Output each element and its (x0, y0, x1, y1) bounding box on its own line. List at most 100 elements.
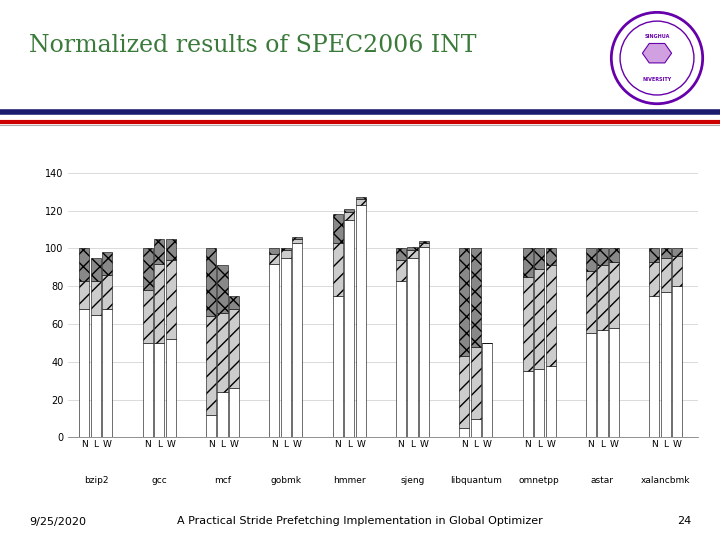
Bar (91, 314, 101, 437)
Bar (269, 248, 279, 254)
Bar (534, 269, 544, 369)
Bar (396, 260, 406, 280)
Text: A Practical Stride Prefetching Implementation in Global Optimizer: A Practical Stride Prefetching Implement… (177, 516, 543, 526)
Bar (598, 329, 608, 437)
Bar (292, 239, 302, 243)
Bar (672, 248, 683, 256)
Bar (143, 290, 153, 343)
Bar (534, 369, 544, 437)
Bar (649, 248, 660, 261)
Bar (408, 258, 418, 437)
Text: mcf: mcf (214, 476, 231, 485)
Polygon shape (642, 43, 672, 63)
Bar (661, 258, 671, 292)
Bar (91, 281, 101, 314)
Bar (344, 209, 354, 212)
Bar (154, 239, 164, 264)
Bar (206, 415, 216, 437)
Bar (419, 246, 429, 437)
Bar (471, 248, 481, 347)
Text: astar: astar (591, 476, 614, 485)
Bar (459, 248, 469, 356)
Text: NIVERSITY: NIVERSITY (642, 77, 672, 82)
Bar (396, 280, 406, 437)
Bar (229, 309, 239, 388)
Text: bzip2: bzip2 (84, 476, 108, 485)
Bar (534, 248, 544, 269)
Bar (661, 248, 671, 258)
Bar (459, 356, 469, 428)
Bar (586, 333, 596, 437)
Text: xalancbmk: xalancbmk (641, 476, 690, 485)
Bar (217, 313, 228, 392)
Bar (649, 261, 660, 296)
Bar (91, 258, 101, 280)
Bar (344, 220, 354, 437)
Bar (523, 276, 533, 372)
Bar (672, 286, 683, 437)
Text: libquantum: libquantum (450, 476, 502, 485)
Bar (166, 260, 176, 339)
Bar (523, 248, 533, 276)
Text: 24: 24 (677, 516, 691, 526)
Bar (419, 241, 429, 243)
Bar (79, 248, 89, 280)
Bar (546, 265, 556, 366)
Bar (408, 246, 418, 250)
Bar (598, 266, 608, 329)
Bar (649, 296, 660, 437)
Bar (333, 243, 343, 296)
Bar (482, 343, 492, 437)
Bar (206, 248, 216, 316)
Text: Normalized results of SPEC2006 INT: Normalized results of SPEC2006 INT (29, 33, 477, 57)
Bar (523, 372, 533, 437)
Bar (609, 261, 619, 328)
Bar (154, 343, 164, 437)
Bar (229, 388, 239, 437)
Text: sjeng: sjeng (400, 476, 425, 485)
Bar (269, 264, 279, 437)
Bar (292, 237, 302, 239)
Bar (471, 418, 481, 437)
Text: SINGHUA: SINGHUA (644, 34, 670, 39)
Bar (166, 339, 176, 437)
Bar (79, 280, 89, 309)
Bar (419, 243, 429, 246)
Bar (292, 243, 302, 437)
Bar (609, 248, 619, 261)
Bar (408, 251, 418, 258)
Bar (102, 275, 112, 309)
Bar (79, 309, 89, 437)
Bar (586, 271, 596, 333)
Text: omnetpp: omnetpp (519, 476, 559, 485)
Bar (333, 296, 343, 437)
Bar (586, 248, 596, 271)
Text: 9/25/2020: 9/25/2020 (29, 516, 86, 526)
Bar (166, 239, 176, 260)
Bar (546, 366, 556, 437)
Bar (143, 343, 153, 437)
Bar (661, 292, 671, 437)
Bar (396, 248, 406, 260)
Bar (598, 248, 608, 265)
Bar (281, 258, 291, 437)
Bar (281, 251, 291, 258)
Bar (356, 199, 366, 205)
Bar (206, 316, 216, 415)
Bar (143, 248, 153, 290)
Bar (333, 214, 343, 243)
Bar (356, 205, 366, 437)
Bar (229, 296, 239, 309)
Bar (546, 248, 556, 265)
Bar (356, 197, 366, 199)
Bar (609, 328, 619, 437)
Bar (281, 248, 291, 250)
Bar (154, 264, 164, 343)
Bar (672, 256, 683, 286)
Bar (102, 252, 112, 275)
Bar (344, 212, 354, 220)
Bar (217, 265, 228, 313)
Bar (471, 347, 481, 418)
Text: gcc: gcc (151, 476, 167, 485)
Text: gobmk: gobmk (271, 476, 302, 485)
